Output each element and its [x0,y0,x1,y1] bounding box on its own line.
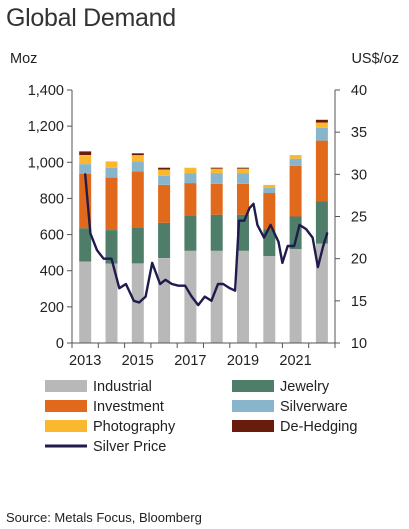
chart-title: Global Demand [6,4,176,32]
bar-photography-2017 [184,167,197,174]
bar-silverware-2013 [79,164,92,174]
left-tick-label: 600 [40,228,64,244]
bar-photography-2014 [105,161,118,168]
bar-industrial-2022 [315,243,328,343]
right-tick-label: 35 [351,125,367,141]
right-axis-title: US$/oz [351,51,399,67]
bar-industrial-2018 [210,250,223,343]
series-line-silver-price [83,173,329,307]
bar-industrial-2019 [237,250,249,343]
bar-de-hedging-2015 [131,153,144,156]
x-tick-label: 2019 [227,353,259,369]
bar-jewelry-2020 [263,229,276,257]
right-tick-label: 20 [351,252,367,268]
bar-silverware-2015 [131,161,144,172]
bar-investment-2019 [237,184,249,215]
legend-label-industrial: Industrial [93,379,152,395]
bar-de-hedging-2022 [315,119,328,123]
left-axis-title: Moz [10,51,37,67]
legend-swatch-silverware [232,400,274,412]
x-tick-label: 2013 [69,353,101,369]
bar-silverware-2022 [315,128,328,141]
bar-jewelry-2015 [131,227,144,264]
left-tick-label: 800 [40,191,64,207]
x-tick-label: 2021 [279,353,311,369]
bar-silverware-2021 [289,158,302,166]
bars-layer [79,119,328,343]
left-tick-label: 1,200 [28,119,64,135]
legend-label-silverware: Silverware [280,399,348,415]
bar-industrial-2014 [105,263,118,343]
bar-jewelry-2018 [210,214,223,251]
bar-de-hedging-2018 [210,167,223,169]
bar-investment-2015 [131,171,144,228]
bar-industrial-2017 [184,250,197,343]
bar-de-hedging-2016 [158,167,171,170]
bar-investment-2022 [315,140,328,202]
bar-silverware-2017 [184,173,197,183]
legend-swatch-photography [45,420,87,432]
bar-de-hedging-2019 [237,167,249,169]
bar-photography-2020 [263,184,276,188]
legend-label-de-hedging: De-Hedging [280,419,357,435]
left-tick-label: 0 [56,336,64,352]
bar-industrial-2013 [79,261,92,343]
left-tick-label: 200 [40,300,64,316]
bar-silverware-2016 [158,175,171,185]
legend-swatch-industrial [45,380,87,392]
bar-investment-2017 [184,183,197,216]
bar-industrial-2021 [289,249,302,343]
legend-label-investment: Investment [93,399,164,415]
bar-photography-2016 [158,169,171,176]
bar-industrial-2016 [158,258,171,343]
bar-photography-2013 [79,155,92,165]
bar-silverware-2018 [210,173,223,184]
bar-industrial-2020 [263,256,276,343]
legend-swatch-investment [45,400,87,412]
legend: Industrial Jewelry Investment Silverware Pho… [45,379,357,455]
bar-investment-2018 [210,184,223,215]
bar-investment-2021 [289,165,302,217]
right-tick-label: 10 [351,336,367,352]
bar-jewelry-2017 [184,215,197,251]
left-tick-label: 400 [40,264,64,280]
legend-label-photography: Photography [93,419,176,435]
bar-investment-2016 [158,184,171,223]
source-note: Source: Metals Focus, Bloomberg [6,510,202,525]
legend-label-silver-price: Silver Price [93,439,166,455]
bar-silverware-2014 [105,167,118,178]
bar-investment-2014 [105,177,118,230]
bar-investment-2020 [263,193,276,230]
legend-swatch-de-hedging [232,420,274,432]
bar-photography-2019 [237,168,249,174]
x-tick-label: 2017 [174,353,206,369]
price-line-layer [83,173,329,307]
right-tick-label: 30 [351,167,367,183]
bar-jewelry-2013 [79,228,92,262]
bar-jewelry-2014 [105,230,118,264]
bar-photography-2022 [315,122,328,128]
left-tick-label: 1,000 [28,155,64,171]
chart-canvas: 0 200 400 600 800 1,000 1,200 1,400 Moz 10 15 20 25 3… [10,51,399,455]
bar-jewelry-2022 [315,201,328,244]
bar-photography-2018 [210,168,223,174]
bar-de-hedging-2013 [79,151,92,155]
bar-photography-2015 [131,155,144,162]
left-tick-label: 1,400 [28,83,64,99]
x-tick-label: 2015 [122,353,154,369]
bar-jewelry-2016 [158,222,171,258]
bar-silverware-2019 [237,173,249,184]
right-tick-label: 15 [351,294,367,310]
bar-silverware-2020 [263,187,276,193]
right-tick-label: 25 [351,210,367,226]
legend-label-jewelry: Jewelry [280,379,330,395]
bar-photography-2021 [289,155,302,159]
right-tick-label: 40 [351,83,367,99]
legend-swatch-jewelry [232,380,274,392]
axes-layer: 0 200 400 600 800 1,000 1,200 1,400 Moz 10 15 20 25 3… [10,51,399,369]
